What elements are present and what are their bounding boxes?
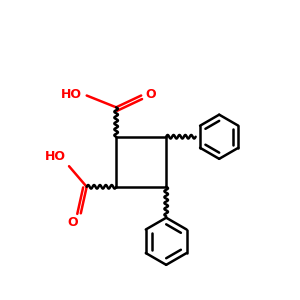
Text: O: O [146, 88, 156, 100]
Text: HO: HO [61, 88, 82, 100]
Text: HO: HO [45, 150, 66, 163]
Text: O: O [67, 216, 78, 229]
